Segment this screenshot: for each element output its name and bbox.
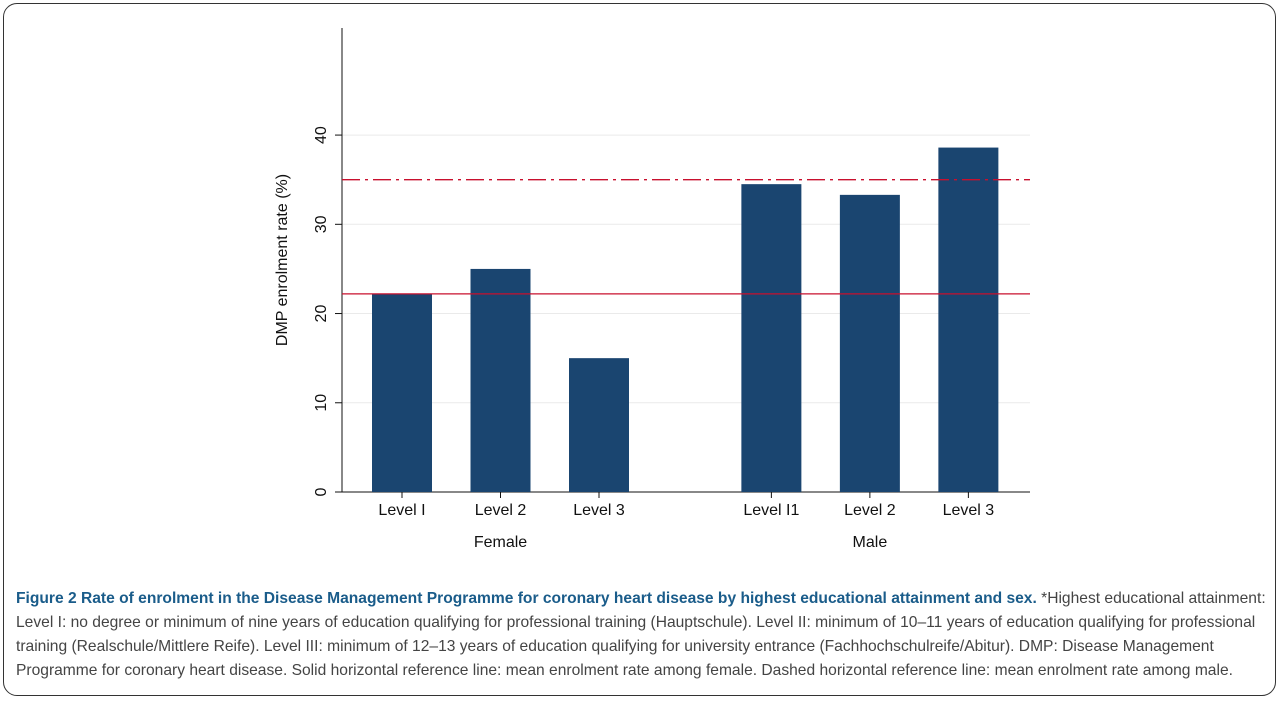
group-label: Male <box>853 534 888 551</box>
x-tick-label: Level I <box>378 502 425 519</box>
caption: Figure 2 Rate of enrolment in the Diseas… <box>16 587 1268 683</box>
y-axis-label: DMP enrolment rate (%) <box>274 174 291 346</box>
y-tick-label: 0 <box>313 487 330 496</box>
x-tick-label: Level 2 <box>844 502 896 519</box>
x-tick-label: Level 2 <box>475 502 527 519</box>
x-tick-label: Level 3 <box>573 502 625 519</box>
bar <box>372 293 432 492</box>
bar <box>938 147 999 493</box>
bar <box>569 358 629 492</box>
bar <box>470 268 531 492</box>
y-tick-label: 30 <box>313 215 330 233</box>
caption-text: *Highest educational attainment: Level I… <box>16 590 1266 679</box>
bar <box>839 194 900 492</box>
caption-title: Figure 2 Rate of enrolment in the Diseas… <box>16 590 1037 607</box>
chart: DMP enrolment rate (%) 0 10 20 30 40 Level I L… <box>274 28 1030 551</box>
y-tick-label: 10 <box>313 394 330 412</box>
y-tick-label: 40 <box>313 126 330 144</box>
y-tick-label: 20 <box>313 305 330 323</box>
bar <box>741 184 802 492</box>
x-tick-label: Level 3 <box>943 502 995 519</box>
group-label: Female <box>474 534 527 551</box>
figure-frame <box>3 3 1276 696</box>
x-tick-label: Level I1 <box>743 502 799 519</box>
